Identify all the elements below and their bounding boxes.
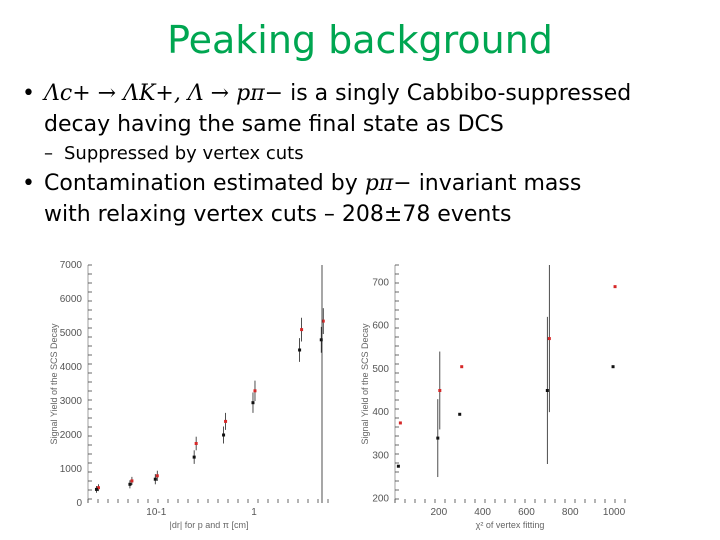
data-point bbox=[545, 388, 549, 392]
y-tick-label: 500 bbox=[372, 364, 389, 375]
bullet-1-text-b: decay having the same final state as DCS bbox=[44, 112, 504, 137]
bullet-2-text-b: invariant mass bbox=[411, 171, 582, 196]
data-point bbox=[436, 436, 440, 440]
x-axis-label: |dr| for p and π [cm] bbox=[170, 520, 249, 530]
chi2-yield-plot: 200 300 400 500 600 700 200 400 600 800 1000 Signal… bbox=[360, 264, 626, 530]
data-point bbox=[458, 412, 462, 416]
data-point bbox=[96, 486, 100, 490]
data-point bbox=[319, 338, 323, 342]
decay-formula: Λc+ → ΛK+, Λ → pπ− bbox=[44, 81, 284, 106]
data-point bbox=[611, 365, 615, 369]
data-point bbox=[398, 421, 402, 425]
sub-bullet-1-text: Suppressed by vertex cuts bbox=[64, 143, 304, 164]
x-tick-label: 1 bbox=[251, 507, 257, 518]
data-point bbox=[224, 419, 228, 423]
data-point bbox=[251, 401, 255, 405]
bullet-list: • Λc+ → ΛK+, Λ → pπ− is a singly Cabbibo… bbox=[20, 78, 700, 230]
data-point bbox=[130, 479, 134, 483]
bullet-2: • Contamination estimated by pπ− invaria… bbox=[20, 168, 700, 230]
bullet-1: • Λc+ → ΛK+, Λ → pπ− is a singly Cabbibo… bbox=[20, 78, 700, 140]
x-tick-label: 1000 bbox=[603, 507, 626, 518]
data-point bbox=[194, 442, 198, 445]
data-point bbox=[438, 388, 442, 392]
data-point bbox=[192, 455, 196, 459]
data-point bbox=[298, 348, 302, 352]
y-tick-label: 4000 bbox=[60, 362, 83, 373]
data-point bbox=[321, 319, 325, 323]
y-tick-label: 6000 bbox=[60, 294, 83, 305]
dr-yield-plot: 0 1000 2000 3000 4000 5000 6000 7000 10-1 1 Signal… bbox=[49, 260, 329, 530]
y-tick-label: 300 bbox=[372, 450, 389, 461]
x-axis-label: χ² of vertex fitting bbox=[476, 520, 545, 530]
y-tick-label: 400 bbox=[372, 407, 389, 418]
bullet-1-text-a: is a singly Cabbibo-suppressed bbox=[283, 81, 632, 106]
bullet-dot: • bbox=[22, 171, 35, 196]
x-tick-label: 200 bbox=[430, 507, 447, 518]
sub-bullet-dash: – bbox=[44, 143, 53, 164]
x-tick-label: 600 bbox=[518, 507, 535, 518]
y-axis-label: Signal Yield of the SCS Decay bbox=[49, 323, 59, 445]
data-point bbox=[155, 474, 159, 478]
data-point bbox=[253, 389, 257, 393]
y-axis-label: Signal Yield of the SCS Decay bbox=[360, 323, 370, 445]
sub-bullet-1: – Suppressed by vertex cuts bbox=[20, 140, 700, 168]
y-tick-label: 7000 bbox=[60, 260, 83, 271]
x-tick-label: 800 bbox=[562, 507, 579, 518]
ppi-formula: pπ− bbox=[364, 171, 412, 196]
plots-figure: 0 1000 2000 3000 4000 5000 6000 7000 10-1 1 Signal… bbox=[49, 260, 626, 530]
y-tick-label: 0 bbox=[76, 498, 82, 509]
data-point bbox=[153, 477, 157, 481]
y-tick-label: 700 bbox=[372, 277, 389, 288]
slide-title: Peaking background bbox=[167, 18, 553, 62]
data-point bbox=[222, 433, 226, 437]
data-point bbox=[460, 365, 464, 369]
bullet-dot: • bbox=[22, 81, 35, 106]
y-tick-label: 5000 bbox=[60, 328, 83, 339]
data-point bbox=[613, 285, 617, 289]
y-tick-label: 200 bbox=[372, 494, 389, 505]
data-point bbox=[396, 464, 400, 468]
y-tick-label: 600 bbox=[372, 321, 389, 332]
data-point bbox=[94, 487, 98, 491]
bullet-2-text-c: with relaxing vertex cuts – 208±78 event… bbox=[44, 202, 512, 227]
y-tick-label: 3000 bbox=[60, 396, 83, 407]
data-point bbox=[128, 482, 132, 486]
bullet-2-text-a: Contamination estimated by bbox=[44, 171, 365, 196]
y-tick-label: 1000 bbox=[60, 464, 83, 475]
data-point bbox=[300, 328, 304, 332]
x-tick-label: 400 bbox=[474, 507, 491, 518]
y-tick-label: 2000 bbox=[60, 430, 83, 441]
data-point bbox=[547, 337, 551, 341]
x-tick-label: 10-1 bbox=[146, 507, 166, 518]
